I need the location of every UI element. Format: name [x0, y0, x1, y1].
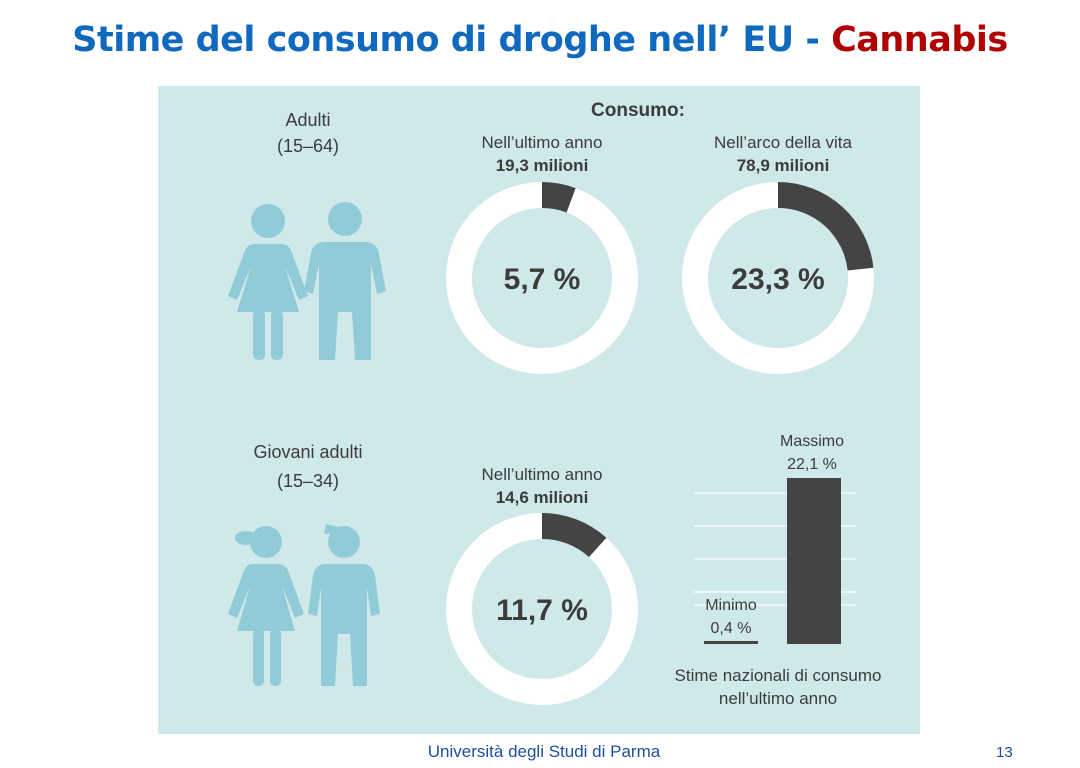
title-main: Stime del consumo di droghe nell’ EU -: [72, 20, 832, 60]
title-accent: Cannabis: [831, 20, 1008, 60]
donut1-period-label: Nell’ultimo anno: [481, 133, 603, 152]
donut-young-adults-last-year-percent-label: 11,7 %: [496, 594, 588, 627]
bar-massimo-category-label: Massimo: [780, 433, 844, 450]
donut-adults-last-year-slice: [542, 182, 576, 213]
infographic-svg: 5,7 % 23,3 % 11,7 % Minimo 0,4 % Massimo 22,1 …: [228, 182, 874, 705]
bar-caption-line2: nell’ultimo anno: [718, 689, 838, 708]
donut3-count-label: 14,6 milioni: [495, 488, 589, 507]
donut-adults-last-year-percent-label: 5,7 %: [504, 263, 581, 296]
donut1-count-label: 19,3 milioni: [495, 156, 589, 175]
adults-age-range: (15–64): [276, 136, 340, 156]
donut-adults-lifetime-percent-label: 23,3 %: [731, 263, 824, 296]
donut-young-adults-last-year-slice: [542, 513, 607, 558]
bar-massimo: [787, 478, 841, 644]
donut-adults-lifetime-slice: [778, 182, 874, 271]
bar-minimo-value-label: 0,4 %: [711, 620, 752, 637]
adult-man-icon: [304, 202, 386, 360]
bar-minimo-category-label: Minimo: [705, 597, 757, 614]
adults-group-label: Adulti: [285, 110, 331, 130]
donut3-period-label: Nell’ultimo anno: [481, 465, 603, 484]
infographic-panel: 5,7 % 23,3 % 11,7 % Minimo 0,4 % Massimo 22,1 …: [158, 86, 920, 734]
page-number: 13: [996, 744, 1013, 761]
consumption-heading: Consumo:: [591, 100, 685, 121]
young-adults-group-label: Giovani adulti: [253, 442, 363, 462]
adult-woman-icon: [228, 204, 308, 360]
donut2-count-label: 78,9 milioni: [736, 156, 830, 175]
young-woman-icon: [228, 526, 304, 686]
slide-title: Stime del consumo di droghe nell’ EU - C…: [0, 20, 1080, 60]
bar-massimo-value-label: 22,1 %: [787, 456, 837, 473]
donut2-period-label: Nell’arco della vita: [714, 133, 852, 152]
young-adults-age-range: (15–34): [276, 471, 340, 491]
young-man-icon: [308, 524, 380, 686]
bar-caption-line1: Stime nazionali di consumo: [674, 666, 882, 685]
bar-minimo: [704, 640, 758, 644]
footer-university: Università degli Studi di Parma: [427, 742, 661, 761]
